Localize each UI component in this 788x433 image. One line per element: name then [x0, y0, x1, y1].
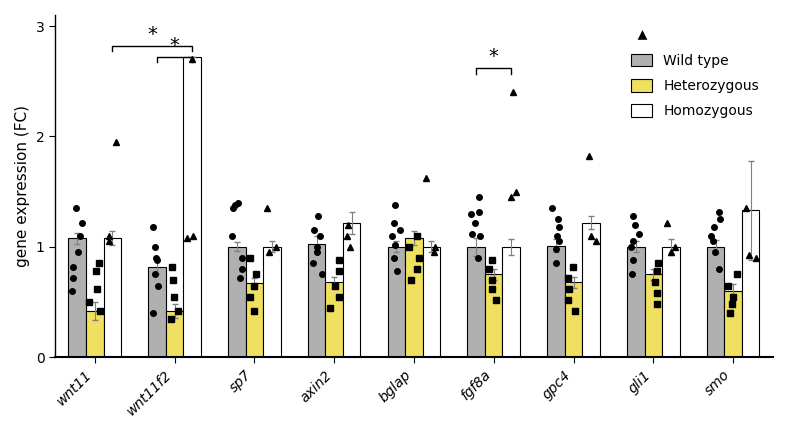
- Text: *: *: [489, 47, 499, 66]
- Bar: [547, 246, 565, 357]
- Bar: [103, 238, 121, 357]
- Bar: [742, 210, 760, 357]
- Bar: [388, 247, 405, 357]
- Bar: [263, 247, 281, 357]
- Bar: [343, 223, 360, 357]
- Bar: [325, 282, 343, 357]
- Bar: [662, 247, 679, 357]
- Bar: [485, 275, 503, 357]
- Bar: [86, 311, 103, 357]
- Bar: [69, 238, 86, 357]
- Bar: [627, 247, 645, 357]
- Bar: [165, 311, 184, 357]
- Bar: [228, 247, 246, 357]
- Bar: [422, 247, 440, 357]
- Text: *: *: [147, 25, 157, 44]
- Bar: [724, 291, 742, 357]
- Bar: [405, 238, 422, 357]
- Bar: [467, 247, 485, 357]
- Bar: [503, 247, 520, 357]
- Bar: [565, 282, 582, 357]
- Bar: [148, 267, 165, 357]
- Bar: [582, 223, 600, 357]
- Text: *: *: [169, 36, 180, 55]
- Bar: [645, 275, 662, 357]
- Bar: [707, 247, 724, 357]
- Legend: , Wild type, Heterozygous, Homozygous: , Wild type, Heterozygous, Homozygous: [624, 22, 766, 125]
- Bar: [308, 243, 325, 357]
- Bar: [246, 283, 263, 357]
- Bar: [184, 57, 201, 357]
- Y-axis label: gene expression (FC): gene expression (FC): [15, 105, 30, 267]
